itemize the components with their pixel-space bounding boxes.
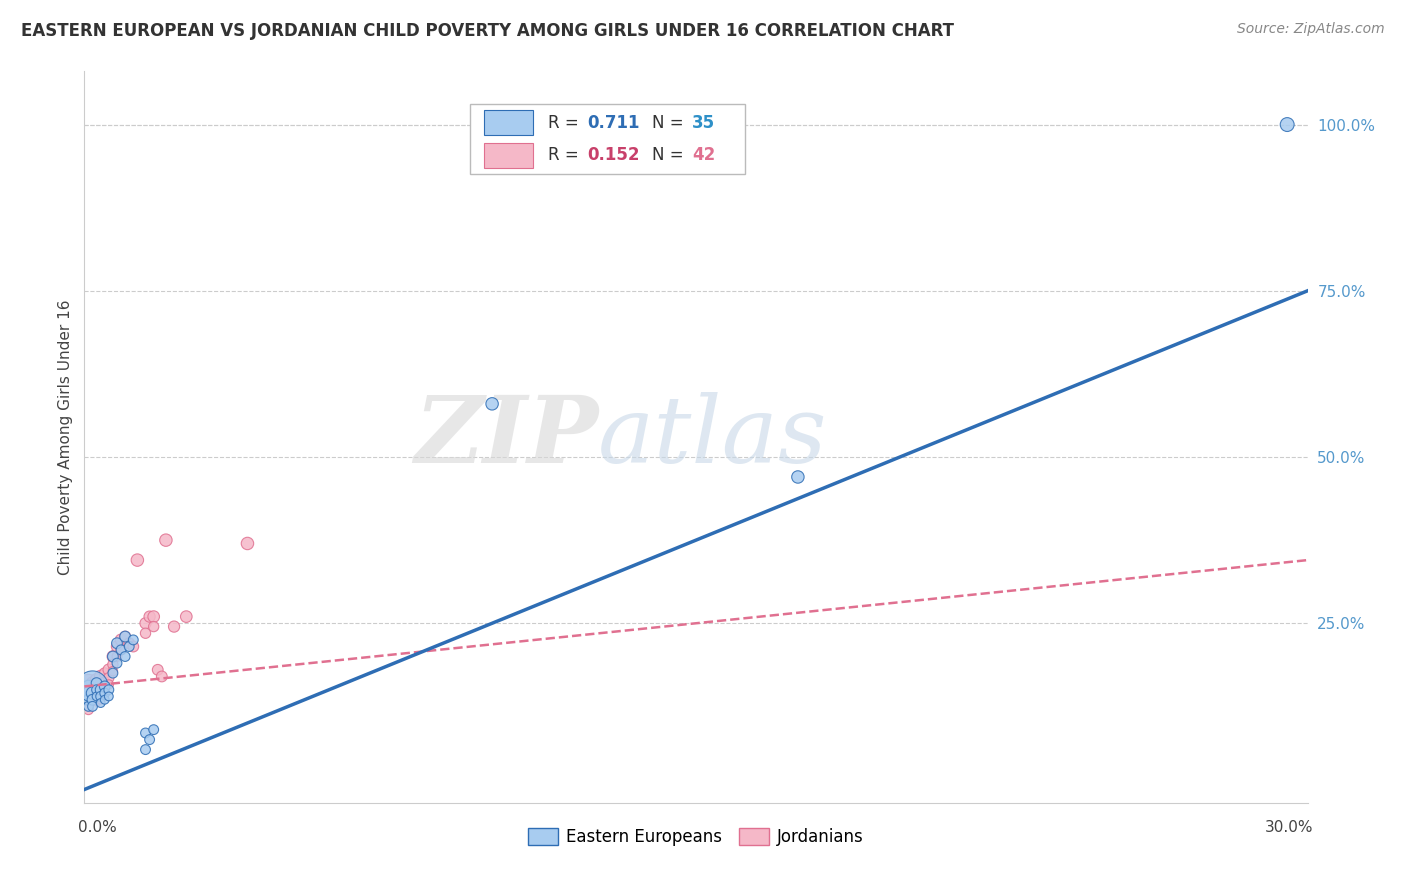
Legend: Eastern Europeans, Jordanians: Eastern Europeans, Jordanians — [522, 822, 870, 853]
Point — [138, 732, 160, 747]
Bar — [484, 143, 533, 169]
Point — [77, 703, 100, 717]
Text: 0.711: 0.711 — [588, 113, 640, 131]
FancyBboxPatch shape — [470, 104, 745, 174]
Point — [101, 649, 124, 664]
Point — [135, 626, 157, 640]
Y-axis label: Child Poverty Among Girls Under 16: Child Poverty Among Girls Under 16 — [58, 300, 73, 574]
Point — [138, 609, 160, 624]
Point — [97, 671, 120, 685]
Point — [93, 686, 115, 700]
Point — [105, 636, 128, 650]
Point — [122, 632, 145, 647]
Point — [77, 686, 100, 700]
Text: N =: N = — [652, 146, 689, 164]
Point — [77, 686, 100, 700]
Point — [105, 656, 128, 670]
Point — [163, 619, 186, 633]
Point — [93, 680, 115, 694]
Point — [90, 684, 112, 698]
Point — [135, 726, 157, 740]
Point — [82, 684, 104, 698]
Text: R =: R = — [548, 146, 583, 164]
Point — [135, 616, 157, 631]
Point — [142, 619, 165, 633]
Point — [236, 536, 259, 550]
Point — [481, 397, 503, 411]
Point — [122, 640, 145, 654]
Point — [97, 663, 120, 677]
Point — [90, 692, 112, 706]
Point — [97, 682, 120, 697]
Point — [86, 673, 108, 687]
Text: 30.0%: 30.0% — [1265, 820, 1313, 835]
Point — [90, 696, 112, 710]
Point — [86, 690, 108, 704]
Point — [86, 686, 108, 700]
Point — [77, 692, 100, 706]
Point — [101, 649, 124, 664]
Point — [93, 692, 115, 706]
Point — [90, 690, 112, 704]
Point — [82, 676, 104, 690]
Text: EASTERN EUROPEAN VS JORDANIAN CHILD POVERTY AMONG GIRLS UNDER 16 CORRELATION CHA: EASTERN EUROPEAN VS JORDANIAN CHILD POVE… — [21, 22, 955, 40]
Point — [93, 674, 115, 689]
Point — [110, 643, 132, 657]
Point — [90, 677, 112, 691]
Text: atlas: atlas — [598, 392, 828, 482]
Bar — [484, 110, 533, 136]
Point — [82, 692, 104, 706]
Point — [101, 666, 124, 681]
Point — [1277, 118, 1299, 132]
Point — [86, 676, 108, 690]
Point — [86, 695, 108, 709]
Point — [97, 677, 120, 691]
Point — [90, 682, 112, 697]
Text: 0.152: 0.152 — [588, 146, 640, 164]
Text: 42: 42 — [692, 146, 716, 164]
Point — [105, 640, 128, 654]
Text: 35: 35 — [692, 113, 716, 131]
Point — [127, 553, 149, 567]
Point — [82, 690, 104, 705]
Text: ZIP: ZIP — [413, 392, 598, 482]
Point — [155, 533, 177, 548]
Point — [101, 664, 124, 678]
Point — [82, 686, 104, 700]
Point — [90, 669, 112, 683]
Point — [77, 692, 100, 706]
Text: 0.0%: 0.0% — [79, 820, 117, 835]
Point — [142, 609, 165, 624]
Point — [82, 680, 104, 694]
Point — [114, 630, 136, 644]
Point — [97, 690, 120, 704]
Point — [118, 640, 141, 654]
Point — [105, 649, 128, 664]
Point — [82, 699, 104, 714]
Point — [101, 657, 124, 672]
Point — [174, 609, 197, 624]
Point — [135, 742, 157, 756]
Point — [114, 630, 136, 644]
Point — [86, 680, 108, 694]
Text: Source: ZipAtlas.com: Source: ZipAtlas.com — [1237, 22, 1385, 37]
Point — [146, 663, 169, 677]
Point — [77, 680, 100, 694]
Point — [77, 699, 100, 714]
Point — [77, 680, 100, 694]
Point — [118, 636, 141, 650]
Point — [150, 669, 173, 683]
Point — [93, 666, 115, 681]
Point — [142, 723, 165, 737]
Point — [110, 632, 132, 647]
Point — [114, 649, 136, 664]
Point — [110, 643, 132, 657]
Point — [86, 682, 108, 697]
Point — [787, 470, 810, 484]
Text: N =: N = — [652, 113, 689, 131]
Text: R =: R = — [548, 113, 583, 131]
